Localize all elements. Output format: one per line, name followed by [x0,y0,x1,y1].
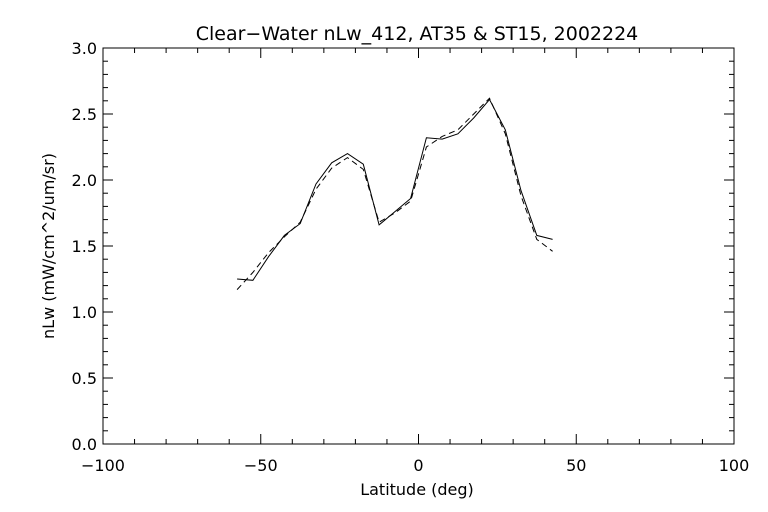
x-tick-label: −50 [244,456,278,475]
x-tick-label: 0 [413,456,423,475]
series-line-solid [237,98,553,281]
y-tick-label: 0.5 [72,369,97,388]
y-tick-label: 0.0 [72,435,97,454]
y-axis-label: nLw (mW/cm^2/um/sr) [39,153,58,339]
x-tick-label: 100 [719,456,750,475]
y-tick-label: 1.5 [72,237,97,256]
series-line-dashed [236,97,553,290]
x-tick-label: 50 [566,456,586,475]
y-tick-label: 1.0 [72,303,97,322]
chart-title: Clear−Water nLw_412, AT35 & ST15, 200222… [196,23,639,45]
x-axis-label: Latitude (deg) [360,480,474,499]
series-lines [236,97,553,290]
x-tick-label: −100 [81,456,125,475]
axis-tick-labels: −100 −50 0 50 100 0.0 0.5 1.0 1.5 2.0 2.5 3.0 [72,39,750,475]
y-tick-label: 3.0 [72,39,97,58]
axis-ticks [102,47,735,445]
y-tick-label: 2.0 [72,171,97,190]
y-tick-label: 2.5 [72,105,97,124]
